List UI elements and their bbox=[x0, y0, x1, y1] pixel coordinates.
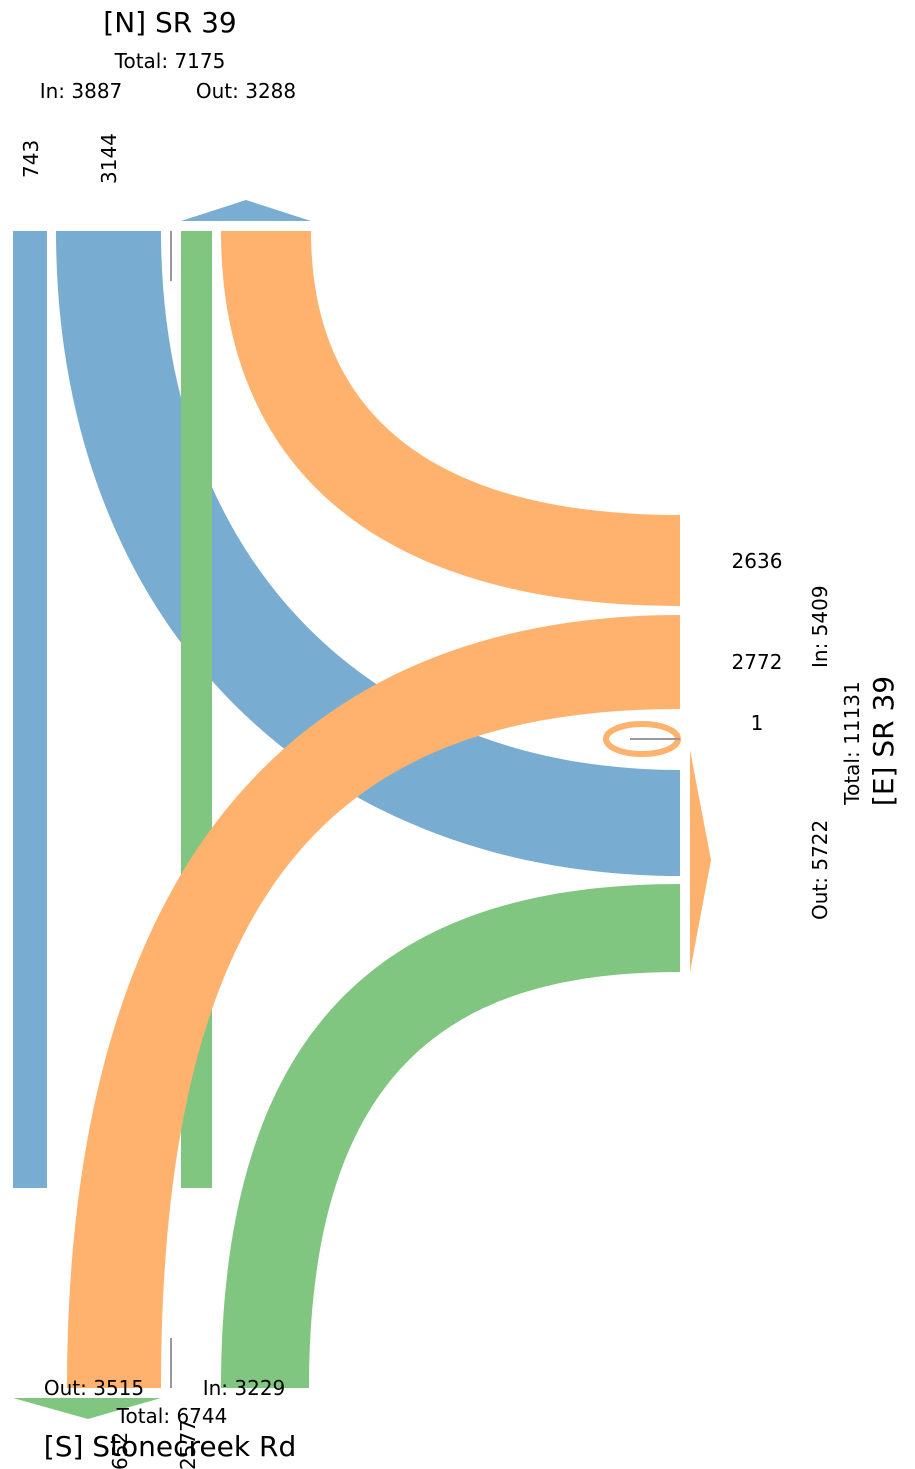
flow-east-to-north bbox=[221, 231, 680, 606]
east-approach-title: [E] SR 39 bbox=[867, 676, 900, 806]
east-out-arrow bbox=[690, 750, 711, 972]
south-in: In: 3229 bbox=[203, 1376, 286, 1400]
north-approach-title: [N] SR 39 bbox=[103, 6, 236, 39]
east-in: In: 5409 bbox=[808, 585, 832, 668]
north-out: Out: 3288 bbox=[196, 79, 296, 103]
north-in: In: 3887 bbox=[40, 79, 123, 103]
south-count-straight: 652 bbox=[108, 1432, 132, 1469]
flow-bands bbox=[13, 231, 680, 1388]
south-out-arrow bbox=[13, 1398, 161, 1419]
north-out-arrow bbox=[181, 200, 311, 221]
east-out: Out: 5722 bbox=[808, 820, 832, 920]
flow-north-to-south bbox=[13, 231, 47, 1188]
flow-south-to-east bbox=[221, 884, 680, 1388]
east-count-right: 2772 bbox=[732, 650, 783, 674]
north-total: Total: 7175 bbox=[114, 49, 226, 73]
north-count-right: 3144 bbox=[97, 133, 121, 184]
flow-east-to-south bbox=[67, 615, 680, 1388]
east-count-left: 2636 bbox=[732, 549, 783, 573]
south-total: Total: 6744 bbox=[116, 1404, 228, 1428]
south-count-right: 2577 bbox=[176, 1419, 200, 1469]
north-count-straight: 743 bbox=[19, 140, 43, 178]
south-approach-title: [S] Stonecreek Rd bbox=[44, 1430, 296, 1463]
east-count-uturn: 1 bbox=[751, 711, 764, 735]
south-out: Out: 3515 bbox=[44, 1376, 144, 1400]
east-total: Total: 11131 bbox=[840, 681, 864, 805]
